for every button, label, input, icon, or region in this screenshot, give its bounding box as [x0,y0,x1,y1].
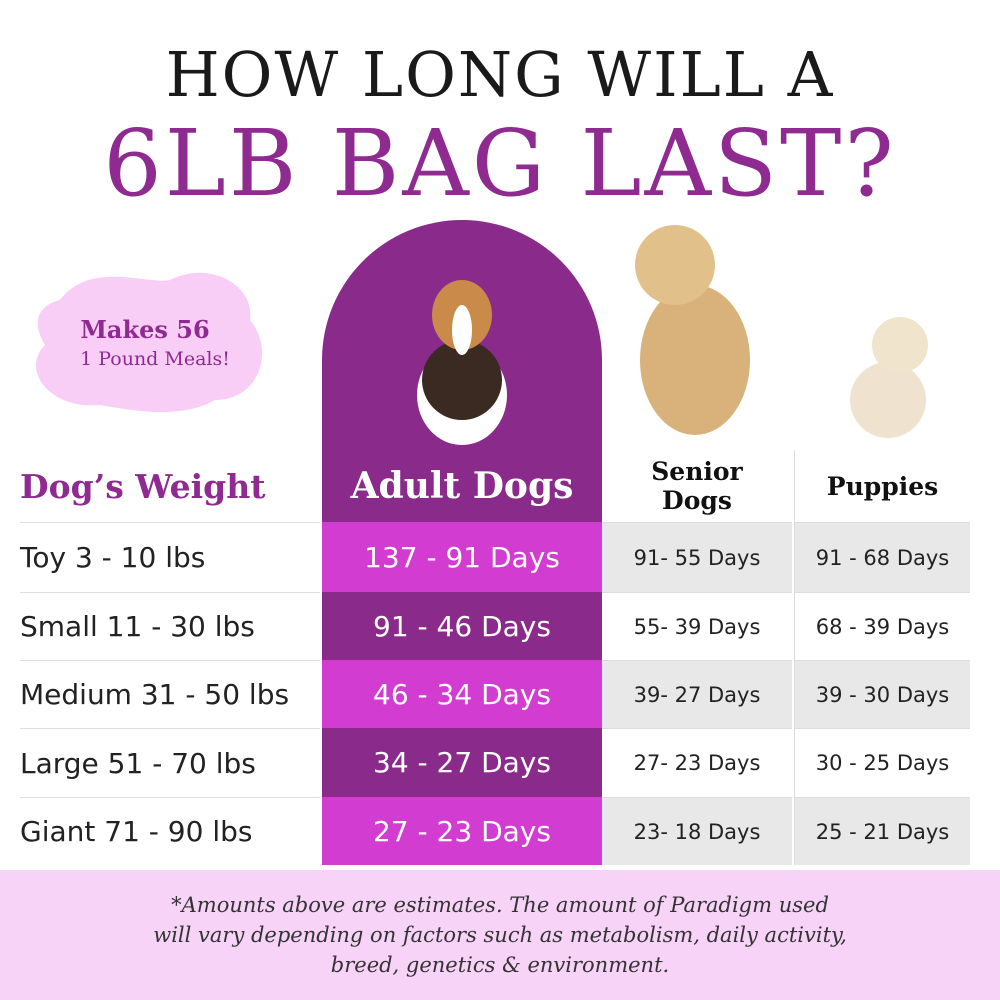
table-cell: 91 - 46 Days [322,592,602,660]
table-cell: 34 - 27 Days [322,728,602,797]
table-cell: 91 - 68 Days [794,522,970,592]
dog-illustration [850,317,928,438]
title-line: HOW LONG WILL A [165,38,835,111]
row-label: Medium 31 - 50 lbs [20,660,320,728]
row-label: Small 11 - 30 lbs [20,592,320,660]
table-cell: 39- 27 Days [602,660,792,728]
table-cell: 55- 39 Days [602,592,792,660]
row-label: Toy 3 - 10 lbs [20,522,320,592]
row-label: Giant 71 - 90 lbs [20,797,320,865]
column-header: Senior Dogs [651,457,743,515]
badge-text: Makes 56 [80,315,210,344]
table-cell: 27 - 23 Days [322,797,602,865]
footnote-line: breed, genetics & environment. [330,953,670,977]
dog-illustration [417,280,507,445]
table-cell: 137 - 91 Days [322,522,602,592]
table-cell: 46 - 34 Days [322,660,602,728]
table-cell: 23- 18 Days [602,797,792,865]
footer-band [0,870,1000,1000]
title-line: 6LB BAG LAST? [103,110,897,217]
column-header: Dog’s Weight [20,466,266,506]
table-cell: 25 - 21 Days [794,797,970,865]
badge-blob [36,272,263,412]
footnote-line: will vary depending on factors such as m… [153,923,847,947]
row-label: Large 51 - 70 lbs [20,728,320,797]
table-cell: 68 - 39 Days [794,592,970,660]
badge-text: 1 Pound Meals! [80,348,230,370]
table-cell: 30 - 25 Days [794,728,970,797]
column-header: Puppies [794,450,970,522]
dog-illustration [635,225,750,435]
table-cell: 91- 55 Days [602,522,792,592]
column-header: Adult Dogs [350,465,574,507]
footnote-line: *Amounts above are estimates. The amount… [171,893,829,917]
table-cell: 27- 23 Days [602,728,792,797]
table-cell: 39 - 30 Days [794,660,970,728]
